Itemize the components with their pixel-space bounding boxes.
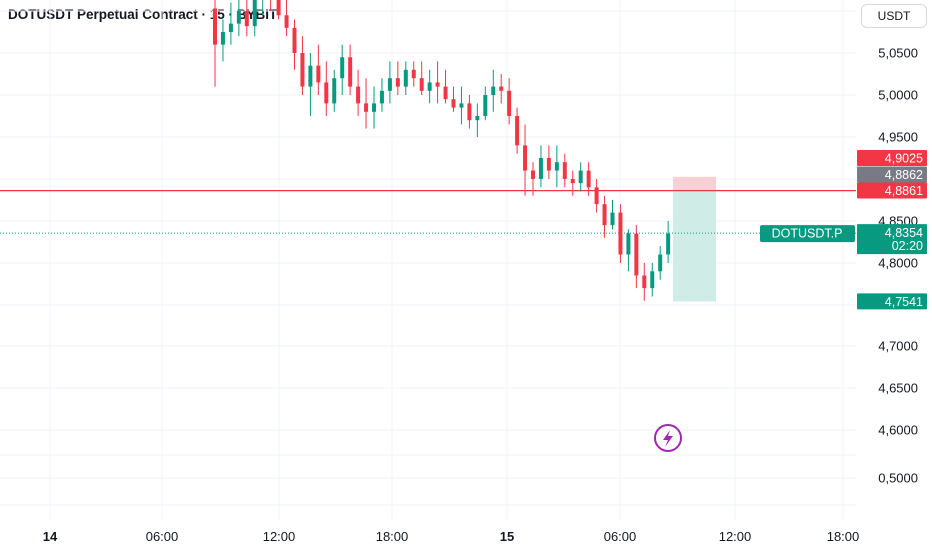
x-axis-tick-label: 14 bbox=[43, 529, 58, 544]
candle bbox=[626, 233, 631, 255]
y-axis-tick-label: 0,5000 bbox=[878, 471, 918, 486]
take-profit-zone[interactable] bbox=[673, 190, 716, 302]
price-label-text: 4,7541 bbox=[885, 295, 923, 309]
x-axis-tick-label: 06:00 bbox=[146, 529, 179, 544]
current-price-badge bbox=[857, 224, 927, 255]
candle bbox=[324, 82, 329, 104]
candle bbox=[515, 115, 520, 146]
candle bbox=[284, 15, 289, 28]
candle bbox=[586, 170, 591, 188]
candle bbox=[228, 23, 233, 33]
x-axis-tick-label: 12:00 bbox=[263, 529, 296, 544]
candle bbox=[666, 233, 671, 255]
candle bbox=[523, 145, 528, 171]
candle bbox=[411, 69, 416, 79]
y-axis-tick-label: 4,6000 bbox=[878, 423, 918, 438]
candle bbox=[610, 212, 615, 226]
candle bbox=[546, 157, 551, 171]
candle bbox=[372, 103, 376, 112]
candle bbox=[364, 103, 369, 112]
y-axis-tick-label: 4,9500 bbox=[878, 130, 918, 145]
currency-button[interactable]: USDT bbox=[861, 4, 927, 28]
candle bbox=[332, 78, 337, 104]
price-label-badge bbox=[857, 166, 927, 183]
candle bbox=[419, 78, 424, 91]
candle bbox=[403, 69, 408, 87]
current-price-text: 4,8354 bbox=[885, 226, 923, 240]
candle bbox=[443, 86, 448, 100]
lightning-icon[interactable] bbox=[654, 424, 682, 452]
y-axis-tick-label: 4,6500 bbox=[878, 381, 918, 396]
candle bbox=[554, 162, 559, 171]
candle bbox=[618, 212, 623, 255]
candle bbox=[562, 162, 567, 179]
candle bbox=[570, 178, 575, 184]
symbol-label-text: DOTUSDT.P bbox=[772, 227, 843, 241]
candle bbox=[300, 53, 305, 87]
candle bbox=[578, 170, 583, 184]
candle bbox=[538, 157, 543, 179]
x-axis-tick-label: 18:00 bbox=[376, 529, 409, 544]
y-axis-tick-label: 5,0500 bbox=[878, 46, 918, 61]
candle bbox=[292, 27, 297, 54]
candle bbox=[276, 0, 281, 16]
candle bbox=[316, 65, 321, 83]
stop-loss-zone[interactable] bbox=[673, 176, 716, 191]
candle bbox=[602, 204, 607, 226]
y-axis-tick-label: 4,8000 bbox=[878, 256, 918, 271]
x-axis-tick-label: 15 bbox=[500, 529, 514, 544]
candle bbox=[475, 115, 480, 121]
candle bbox=[395, 78, 400, 87]
candle bbox=[594, 187, 599, 205]
candle bbox=[634, 233, 639, 276]
y-axis-tick-label: 5,0000 bbox=[878, 88, 918, 103]
candle bbox=[356, 86, 361, 104]
price-label-badge bbox=[857, 150, 927, 166]
price-label-badge bbox=[857, 293, 927, 310]
candle bbox=[308, 65, 313, 87]
candle bbox=[658, 254, 663, 272]
candle bbox=[252, 0, 257, 27]
candle bbox=[379, 90, 384, 104]
candle bbox=[340, 57, 345, 79]
candle bbox=[244, 11, 249, 27]
price-label-text: 4,8861 bbox=[885, 184, 923, 198]
candle bbox=[650, 271, 655, 289]
price-label-text: 4,9025 bbox=[885, 152, 923, 166]
candle bbox=[642, 275, 647, 289]
candle bbox=[491, 86, 496, 95]
symbol-label-badge bbox=[760, 225, 855, 243]
countdown-text: 02:20 bbox=[892, 239, 923, 253]
candle bbox=[427, 82, 432, 91]
candle bbox=[387, 78, 392, 91]
candle bbox=[483, 95, 488, 116]
candle bbox=[467, 103, 472, 121]
candle bbox=[507, 90, 512, 116]
candle bbox=[236, 11, 241, 24]
y-axis-tick-label: 4,7000 bbox=[878, 339, 918, 354]
candle bbox=[220, 32, 225, 45]
candle bbox=[435, 82, 440, 87]
candle bbox=[348, 57, 353, 87]
x-axis-tick-label: 06:00 bbox=[604, 529, 637, 544]
candle bbox=[459, 103, 464, 108]
price-label-text: 4,8862 bbox=[885, 168, 923, 182]
x-axis-tick-label: 12:00 bbox=[719, 529, 752, 544]
x-axis-tick-label: 18:00 bbox=[827, 529, 860, 544]
candle bbox=[451, 99, 456, 108]
candle bbox=[499, 86, 504, 91]
candle bbox=[213, 8, 217, 45]
price-label-badge bbox=[857, 182, 927, 199]
candle bbox=[531, 170, 535, 179]
